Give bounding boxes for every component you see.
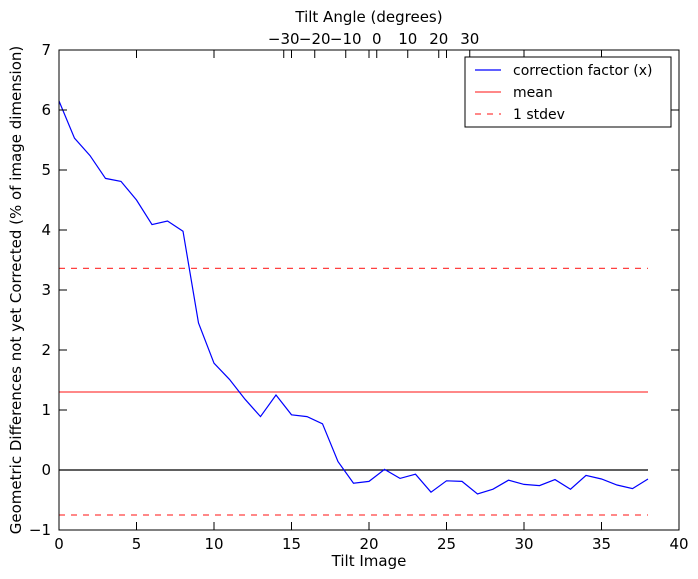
y-axis-title: Geometric Differences not yet Corrected … [7, 46, 25, 535]
top-tick-label: −20 [299, 30, 331, 48]
y-tick-label: 3 [41, 281, 51, 299]
y-tick-label: −1 [29, 521, 51, 539]
top-tick-label: −10 [330, 30, 362, 48]
y-tick-label: 1 [41, 401, 51, 419]
top-tick-label: 0 [372, 30, 382, 48]
y-tick-label: 4 [41, 221, 51, 239]
x-axis-title: Tilt Image [331, 552, 407, 570]
x-tick-label: 0 [54, 535, 64, 553]
y-tick-label: 6 [41, 101, 51, 119]
plot-layer [58, 100, 649, 516]
x-tick-label: 40 [669, 535, 688, 553]
x-tick-label: 20 [359, 535, 378, 553]
x-tick-label: 35 [592, 535, 611, 553]
legend-label-correction: correction factor (x) [513, 63, 652, 79]
legend-label-mean: mean [513, 85, 553, 101]
y-tick-label: 7 [41, 41, 51, 59]
top-tick-label: 30 [460, 30, 479, 48]
y-tick-label: 0 [41, 461, 51, 479]
legend-label-stdev: 1 stdev [513, 107, 565, 123]
y-tick-label: 2 [41, 341, 51, 359]
top-tick-label: −30 [268, 30, 300, 48]
series-line-correction [58, 100, 649, 495]
top-tick-label: 10 [398, 30, 417, 48]
x-tick-label: 30 [514, 535, 533, 553]
x-tick-label: 15 [282, 535, 301, 553]
y-tick-label: 5 [41, 161, 51, 179]
x-tick-label: 25 [437, 535, 456, 553]
top-axis-title: Tilt Angle (degrees) [294, 8, 442, 26]
x-tick-label: 10 [204, 535, 223, 553]
top-tick-label: 20 [429, 30, 448, 48]
x-tick-label: 5 [132, 535, 142, 553]
legend: correction factor (x) mean 1 stdev [464, 56, 672, 128]
